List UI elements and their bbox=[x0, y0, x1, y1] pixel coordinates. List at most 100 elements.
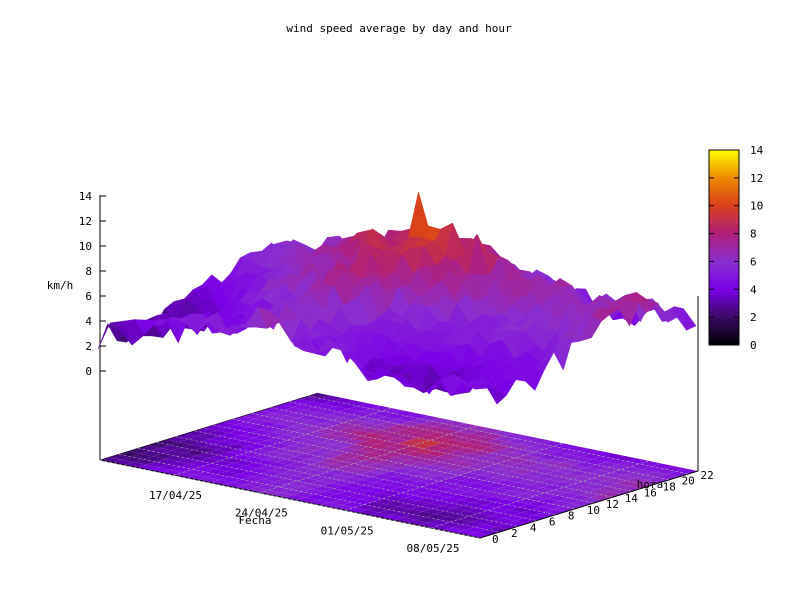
heatmap-cell bbox=[565, 445, 588, 452]
heatmap-cell bbox=[556, 448, 579, 455]
heatmap-cell bbox=[188, 436, 210, 442]
heatmap-cell bbox=[616, 480, 639, 486]
heatmap-cell bbox=[598, 467, 621, 473]
heatmap-cell bbox=[510, 487, 533, 494]
heatmap-cell bbox=[397, 416, 419, 422]
heatmap-cell bbox=[214, 465, 236, 472]
heatmap-cell bbox=[521, 465, 544, 472]
heatmap-cell bbox=[617, 461, 640, 467]
heatmap-cell bbox=[327, 431, 350, 437]
heatmap-cell bbox=[307, 456, 330, 462]
heatmap-cell bbox=[234, 484, 257, 491]
z-tick-label: 10 bbox=[79, 240, 92, 253]
heatmap-cell bbox=[417, 497, 439, 504]
heatmap-cell bbox=[259, 426, 282, 433]
heatmap-cell bbox=[284, 431, 307, 438]
heatmap-cell bbox=[362, 476, 385, 483]
colorbar-tick-label: 10 bbox=[750, 200, 763, 213]
heatmap-cell bbox=[434, 467, 457, 473]
heatmap-cell bbox=[366, 507, 389, 513]
base-heatmap bbox=[100, 393, 698, 538]
heatmap-cell bbox=[121, 456, 144, 463]
heatmap-cell bbox=[642, 466, 665, 472]
heatmap-cell bbox=[510, 444, 532, 450]
heatmap-cell bbox=[596, 461, 618, 468]
heatmap-cell bbox=[406, 413, 429, 419]
heatmap-cell bbox=[541, 484, 564, 491]
heatmap-cell bbox=[504, 433, 527, 439]
heatmap-cell bbox=[273, 410, 296, 416]
heatmap-cell bbox=[464, 483, 487, 489]
heatmap-cell bbox=[301, 464, 323, 470]
heatmap-cell bbox=[664, 465, 686, 472]
heatmap-cell bbox=[371, 430, 394, 436]
heatmap-cell bbox=[208, 455, 231, 461]
heatmap-cell bbox=[321, 439, 344, 445]
heatmap-cell bbox=[490, 469, 512, 475]
chart-title: wind speed average by day and hour bbox=[286, 22, 512, 35]
heatmap-cell bbox=[226, 468, 249, 474]
heatmap-cell bbox=[555, 467, 578, 474]
heatmap-cell bbox=[333, 441, 356, 448]
heatmap-cell bbox=[463, 502, 486, 508]
x-tick-label: 24/04/25 bbox=[235, 507, 288, 520]
heatmap-cell bbox=[522, 446, 545, 453]
heatmap-cell bbox=[473, 480, 496, 486]
heatmap-cell bbox=[358, 446, 380, 453]
heatmap-cell bbox=[279, 464, 302, 471]
grid-line-day bbox=[430, 460, 650, 529]
heatmap-cell bbox=[412, 423, 434, 430]
heatmap-cell bbox=[552, 462, 575, 468]
heatmap-cell bbox=[461, 434, 483, 440]
heatmap-cell bbox=[613, 475, 636, 481]
heatmap-cell bbox=[171, 447, 194, 453]
heatmap-cell bbox=[522, 490, 545, 496]
heatmap-cell bbox=[388, 506, 411, 513]
heatmap-cell bbox=[269, 467, 292, 474]
heatmap-cell bbox=[558, 473, 580, 479]
heatmap-cell bbox=[386, 481, 409, 488]
heatmap-cell bbox=[389, 487, 412, 493]
heatmap-cell bbox=[294, 472, 317, 479]
heatmap-cell bbox=[281, 489, 303, 495]
heatmap-cell bbox=[537, 454, 560, 461]
heatmap-cell bbox=[494, 455, 516, 461]
heatmap-cell bbox=[403, 514, 426, 520]
heatmap-cell bbox=[353, 416, 376, 423]
heatmap-cell bbox=[506, 457, 529, 464]
heatmap-cell bbox=[380, 490, 403, 496]
heatmap-cell bbox=[297, 415, 320, 421]
heatmap-cell bbox=[282, 470, 304, 476]
heatmap-cell bbox=[455, 423, 478, 429]
heatmap-cell bbox=[315, 428, 338, 434]
heatmap-cell bbox=[303, 469, 326, 476]
heatmap-cell bbox=[400, 465, 423, 471]
heatmap-cell bbox=[385, 457, 408, 463]
heatmap-cell bbox=[257, 465, 280, 471]
heatmap-cell bbox=[152, 453, 175, 459]
colorbar-tick-label: 14 bbox=[750, 144, 764, 157]
heatmap-cell bbox=[253, 435, 276, 441]
heatmap-cell bbox=[332, 461, 355, 467]
heatmap-cell bbox=[462, 521, 484, 528]
heatmap-cell bbox=[423, 445, 446, 452]
heatmap-cell bbox=[418, 522, 441, 528]
heatmap-cell bbox=[575, 486, 598, 493]
heatmap-cell bbox=[457, 447, 479, 454]
heatmap-cell bbox=[291, 467, 314, 473]
y-tick-label: 12 bbox=[606, 498, 619, 511]
heatmap-cell bbox=[502, 515, 525, 521]
heatmap-cell bbox=[368, 487, 390, 494]
heatmap-cell bbox=[445, 489, 468, 495]
heatmap-cell bbox=[578, 492, 601, 498]
heatmap-cell bbox=[203, 444, 225, 450]
heatmap-cell bbox=[404, 495, 427, 501]
heatmap-cell bbox=[352, 479, 375, 486]
heatmap-cell bbox=[216, 427, 239, 433]
heatmap-cell bbox=[253, 478, 276, 485]
heatmap-cell bbox=[245, 462, 268, 469]
heatmap-cell bbox=[577, 467, 599, 473]
heatmap-cell bbox=[325, 425, 347, 432]
heatmap-cell bbox=[446, 469, 469, 476]
